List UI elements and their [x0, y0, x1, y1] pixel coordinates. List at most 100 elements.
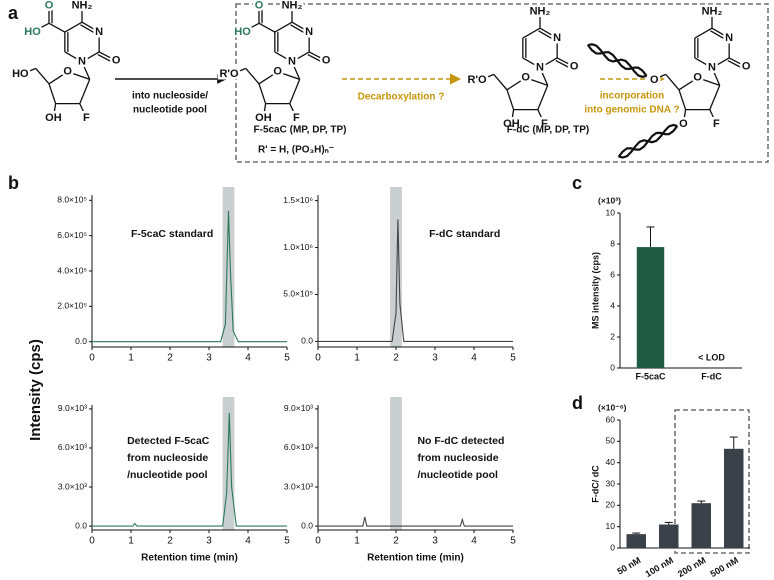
x-tick-label: 5 [284, 536, 290, 547]
bond [48, 83, 57, 104]
panel-label: a [8, 3, 19, 23]
bond [522, 57, 541, 69]
y-tick-label: 3.0×10³ [58, 481, 87, 491]
bond [289, 103, 297, 119]
x-tick-label: 5 [284, 353, 290, 364]
bond [694, 57, 713, 69]
atom-label: N [553, 32, 561, 44]
arrow-text: into nucleoside/ [132, 91, 208, 102]
x-tick-label: 1 [128, 353, 134, 364]
y-tick-label: 50 [606, 436, 616, 446]
y-tick-label: 0.0 [301, 520, 313, 530]
bond [539, 67, 549, 86]
bar [659, 524, 679, 548]
bar [626, 534, 646, 548]
x-tick-label: 1 [128, 536, 134, 547]
trace [318, 516, 513, 527]
x-tick-label: 100 nM [644, 555, 675, 579]
highlight-band [390, 397, 402, 530]
atom-label: O [63, 66, 72, 78]
atom-label: NH₂ [72, 0, 93, 12]
dna-strand [618, 123, 678, 159]
bond [537, 109, 545, 125]
atom-label: OH [503, 118, 520, 130]
bond [232, 67, 247, 75]
dashed-box [674, 409, 750, 554]
y-tick-label: 0.0 [301, 336, 313, 346]
bond [98, 51, 117, 62]
bond [711, 57, 730, 69]
x-tick-label: 5 [510, 536, 516, 547]
atom-label: O [112, 55, 121, 67]
panel-label: c [572, 173, 582, 193]
molecule-name: F-dC (MP, DP, TP) [507, 125, 589, 136]
atom-label: N [708, 62, 716, 74]
bond [710, 30, 728, 42]
y-tick-label: 9.0×10³ [284, 403, 313, 413]
atom-label: F [293, 112, 300, 124]
y-tick-label: 2 [610, 331, 615, 341]
bond [506, 77, 527, 91]
bond [274, 21, 293, 33]
bond [277, 71, 300, 81]
atom-label: N [288, 56, 296, 68]
y-axis-label: MS intensity (cps) [590, 252, 600, 329]
bond [81, 51, 100, 63]
y-tick-label: 1.0×10⁶ [283, 242, 313, 252]
step-text: into genomic DNA ? [584, 105, 679, 116]
bond [67, 71, 90, 81]
bond [682, 109, 687, 124]
bond [728, 57, 747, 68]
atom-label: O [521, 72, 530, 84]
y-tick-label: 6.0×10³ [58, 442, 87, 452]
atom-label: O [742, 61, 751, 73]
panel-label: d [572, 393, 583, 413]
atom-label: HO [234, 26, 251, 38]
bond [665, 73, 680, 91]
y-tick-label: 6 [610, 269, 615, 279]
bar [724, 448, 744, 548]
step-text: Decarboxylation ? [358, 92, 445, 103]
atom-label: F [83, 112, 90, 124]
x-tick-label: 2 [393, 353, 399, 364]
bond [80, 24, 98, 36]
annotation: < LOD [698, 352, 725, 362]
bond [727, 59, 746, 70]
atom-label: O [273, 66, 282, 78]
atom-label: N [536, 62, 544, 74]
y-tick-label: 1.5×10⁶ [283, 195, 313, 205]
annotation: /nucleotide pool [417, 469, 498, 481]
bond [97, 53, 116, 64]
arrow-text: nucleotide pool [133, 105, 207, 116]
atom-label: N [78, 56, 86, 68]
bond [32, 22, 50, 33]
y-tick-label: 0 [610, 362, 615, 372]
bond [291, 61, 301, 80]
bond [652, 73, 667, 81]
atom-label: NH₂ [282, 0, 303, 12]
atom-label: N [305, 26, 313, 38]
y-tick-label: 9.0×10³ [58, 403, 87, 413]
x-tick-label: 4 [245, 536, 251, 547]
y-tick-label: 30 [606, 478, 616, 488]
molecule-note: R' = H, (PO₃H)ₙ⁻ [258, 145, 334, 156]
bond [522, 27, 541, 39]
bond [258, 22, 276, 33]
atom-label: N [725, 32, 733, 44]
atom-label: O [322, 55, 331, 67]
bond [291, 21, 310, 33]
bond [510, 109, 515, 124]
atom-label: HO [12, 68, 29, 80]
panel-label: b [8, 173, 19, 193]
atom-label: O [45, 0, 54, 12]
y-tick-label: 10 [606, 521, 616, 531]
y-tick-label: 4.0×10⁵ [57, 265, 87, 275]
dashed-box [235, 3, 769, 163]
atom-label: HO [24, 26, 41, 38]
x-tick-label: 50 nM [615, 555, 642, 576]
x-tick-label: 0 [315, 353, 321, 364]
y-tick-label: 0.0 [75, 520, 87, 530]
bond [79, 79, 91, 104]
atom-label: OH [45, 112, 62, 124]
